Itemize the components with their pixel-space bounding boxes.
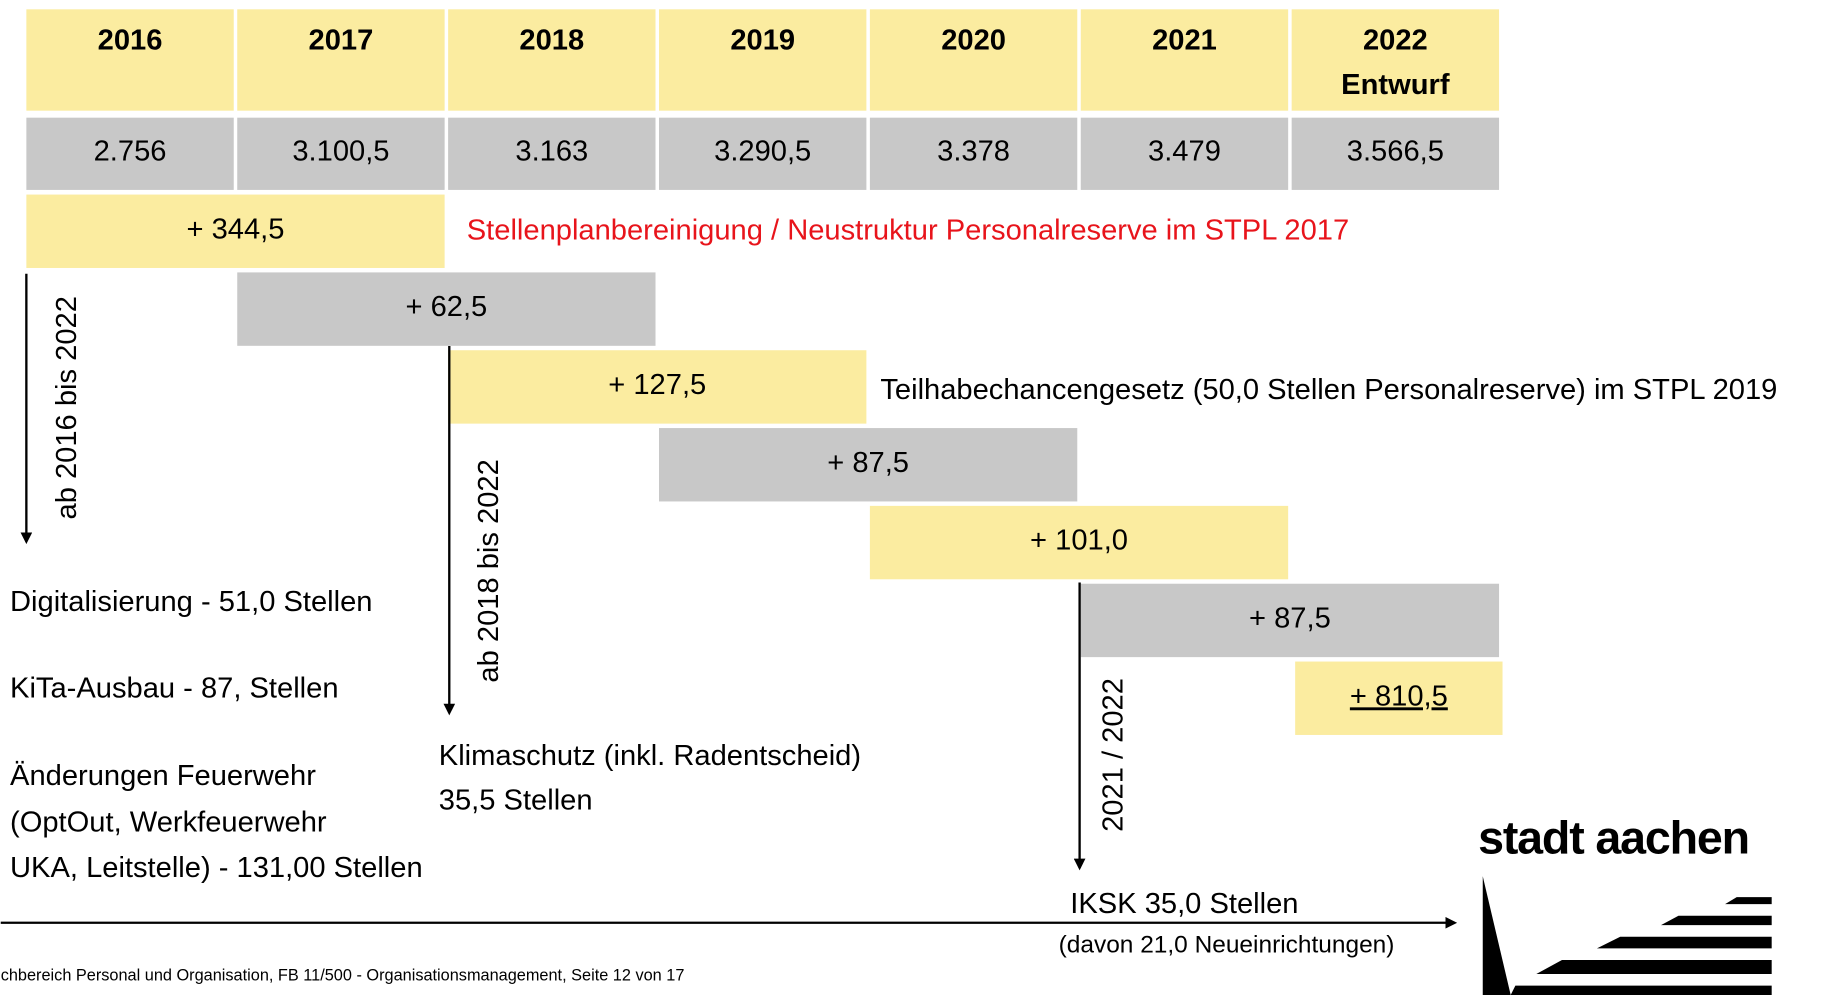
arrow-label: 2021 / 2022 xyxy=(1097,678,1129,832)
total: 3.100,5 xyxy=(292,135,389,167)
footer: chbereich Personal und Organisation, FB … xyxy=(1,967,685,985)
header-cell xyxy=(1080,9,1289,111)
total-cell xyxy=(869,117,1078,190)
note: UKA, Leitstelle) - 131,00 Stellen xyxy=(10,852,423,884)
logo-mark xyxy=(1482,876,1772,995)
header-cell xyxy=(448,9,656,111)
step-label: + 87,5 xyxy=(1249,603,1331,635)
total-cell xyxy=(1291,117,1500,190)
note: Klimaschutz (inkl. Radentscheid) xyxy=(439,740,861,772)
red-note: Stellenplanbereinigung / Neustruktur Per… xyxy=(467,215,1349,247)
note: Digitalisierung - 51,0 Stellen xyxy=(10,586,372,618)
total: 3.566,5 xyxy=(1347,135,1444,167)
note: 35,5 Stellen xyxy=(439,784,593,816)
total-cell xyxy=(659,117,867,190)
year: 2018 xyxy=(519,25,584,57)
header-cell xyxy=(659,9,867,111)
total-cell xyxy=(26,117,234,190)
total-cell xyxy=(237,117,445,190)
note: IKSK 35,0 Stellen xyxy=(1070,888,1298,920)
year: 2021 xyxy=(1152,25,1217,57)
step-label: + 101,0 xyxy=(1030,525,1128,557)
logo-text: stadt aachen xyxy=(1478,812,1749,864)
arrow-label: ab 2016 bis 2022 xyxy=(51,296,83,519)
note: Änderungen Feuerwehr xyxy=(10,760,316,792)
teilhabe-note: Teilhabechancengesetz (50,0 Stellen Pers… xyxy=(880,374,1777,406)
year-note: Entwurf xyxy=(1341,69,1450,101)
step-bar xyxy=(1080,583,1500,658)
year: 2022 xyxy=(1363,25,1428,57)
step-label: + 87,5 xyxy=(827,447,909,479)
header-cell xyxy=(869,9,1078,111)
table: 2016 2017 2018 2019 2020 2021 2022 Entwurf 2.756… xyxy=(26,9,1500,190)
arrow-label: ab 2018 bis 2022 xyxy=(473,459,505,682)
total-cell xyxy=(1080,117,1289,190)
year: 2017 xyxy=(309,25,374,57)
total: 3.163 xyxy=(515,135,588,167)
note: (OptOut, Werkfeuerwehr xyxy=(10,806,327,838)
step-label: + 127,5 xyxy=(608,369,706,401)
total: 3.290,5 xyxy=(714,135,811,167)
step-bar xyxy=(26,194,445,268)
header-cell xyxy=(237,9,445,111)
total: 3.479 xyxy=(1148,135,1221,167)
step-label: + 810,5 xyxy=(1350,680,1448,712)
step-label: + 344,5 xyxy=(187,213,285,245)
step-bar xyxy=(659,428,1078,502)
total-cell xyxy=(448,117,656,190)
note: KiTa-Ausbau - 87, Stellen xyxy=(10,672,338,704)
year: 2019 xyxy=(730,25,795,57)
step-bar xyxy=(1295,661,1503,735)
step-bar xyxy=(237,272,656,346)
step-label: + 62,5 xyxy=(406,291,488,323)
header-cell xyxy=(26,9,234,111)
note: (davon 21,0 Neueinrichtungen) xyxy=(1059,932,1395,959)
steps: + 344,5 + 62,5 + 127,5 + 87,5 + 101,0 + 87,5 +… xyxy=(26,194,1503,735)
step-bar xyxy=(448,350,867,424)
total: 2.756 xyxy=(94,135,167,167)
header-cell xyxy=(1291,9,1500,111)
step-bar xyxy=(869,505,1289,580)
year: 2016 xyxy=(98,25,163,57)
total: 3.378 xyxy=(937,135,1010,167)
year: 2020 xyxy=(941,25,1006,57)
